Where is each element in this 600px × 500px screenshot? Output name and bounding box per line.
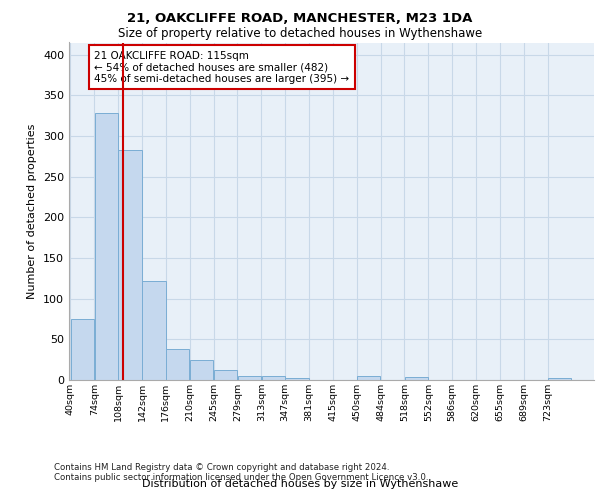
Y-axis label: Number of detached properties: Number of detached properties (28, 124, 37, 299)
Text: Contains HM Land Registry data © Crown copyright and database right 2024.: Contains HM Land Registry data © Crown c… (54, 464, 389, 472)
Bar (548, 378, 571, 380)
Bar (190, 360, 214, 380)
Bar (262, 376, 285, 380)
Text: Distribution of detached houses by size in Wythenshawe: Distribution of detached houses by size … (142, 479, 458, 489)
Bar (357, 376, 380, 380)
Bar (405, 376, 428, 380)
Bar (118, 150, 142, 380)
Bar (238, 376, 261, 380)
Bar (142, 281, 166, 380)
Text: 21 OAKCLIFFE ROAD: 115sqm
← 54% of detached houses are smaller (482)
45% of semi: 21 OAKCLIFFE ROAD: 115sqm ← 54% of detac… (94, 50, 349, 84)
Text: 21, OAKCLIFFE ROAD, MANCHESTER, M23 1DA: 21, OAKCLIFFE ROAD, MANCHESTER, M23 1DA (127, 12, 473, 26)
Bar (214, 370, 237, 380)
Bar (71, 319, 94, 380)
Bar (166, 349, 190, 380)
Text: Contains public sector information licensed under the Open Government Licence v3: Contains public sector information licen… (54, 473, 428, 482)
Bar (95, 114, 118, 380)
Bar (286, 378, 309, 380)
Text: Size of property relative to detached houses in Wythenshawe: Size of property relative to detached ho… (118, 28, 482, 40)
